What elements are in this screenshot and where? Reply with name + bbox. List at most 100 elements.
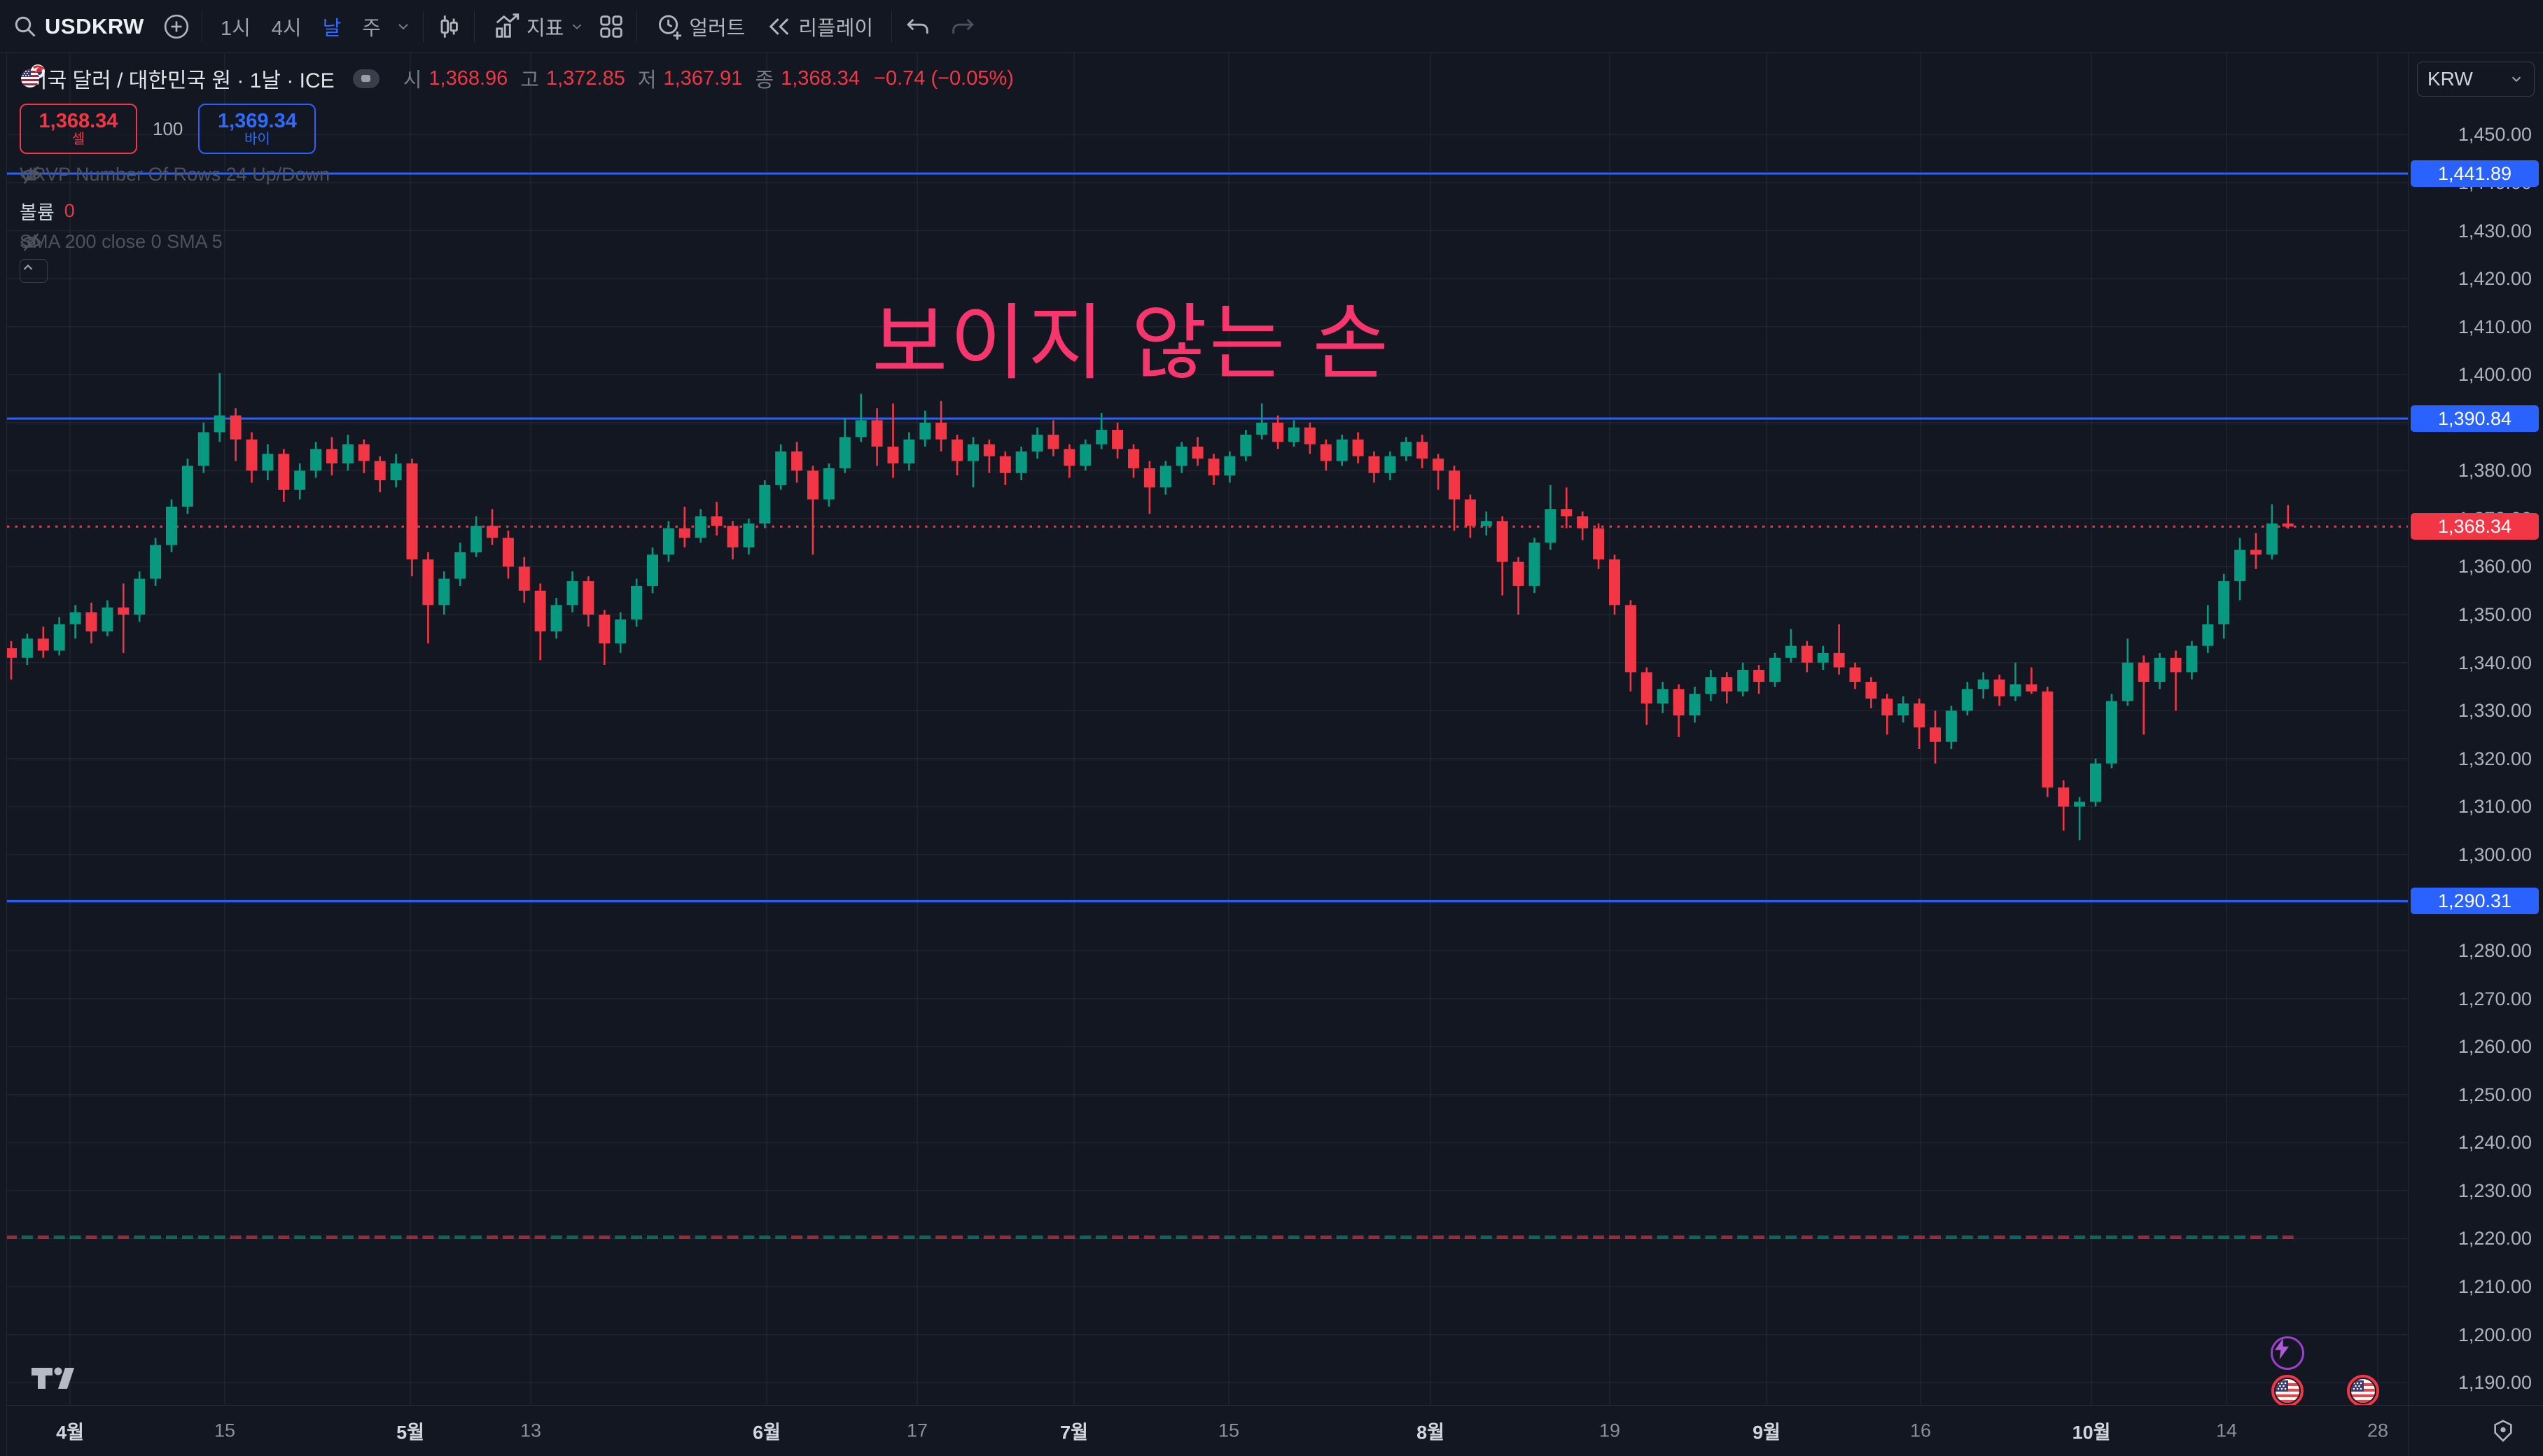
volume-bar xyxy=(1577,1236,1589,1239)
candle xyxy=(390,463,402,481)
alert-button[interactable]: 얼러트 xyxy=(648,8,752,46)
indicator-row-volume[interactable]: 볼륨 0 xyxy=(20,197,75,225)
volume-bar xyxy=(1304,1236,1316,1239)
indicator-row-vrvp[interactable]: VRVP Number Of Rows 24 Up/Down xyxy=(20,164,340,186)
volume-bar xyxy=(855,1236,867,1239)
layout-grid-icon[interactable] xyxy=(597,13,625,41)
volume-bar xyxy=(1624,1236,1636,1239)
volume-bar xyxy=(1159,1236,1171,1239)
volume-bar xyxy=(246,1236,258,1239)
timeframe-dropdown-icon[interactable] xyxy=(395,18,412,35)
volume-bar xyxy=(1945,1236,1957,1239)
volume-bar xyxy=(1320,1236,1332,1239)
price-label-badge[interactable]: 1,441.89 xyxy=(2411,160,2539,187)
volume-bar xyxy=(1224,1236,1236,1239)
candle xyxy=(1914,703,1925,728)
volume-bar xyxy=(903,1236,915,1239)
volume-bar xyxy=(968,1236,979,1239)
candle xyxy=(150,545,162,579)
volume-bar xyxy=(566,1236,578,1239)
volume-value: 0 xyxy=(64,200,75,221)
economic-event-flag-icon[interactable] xyxy=(2271,1375,2304,1406)
price-label-badge[interactable]: 1,368.34 xyxy=(2411,513,2539,540)
indicators-dropdown-icon xyxy=(569,19,585,34)
price-label-badge[interactable]: 1,290.31 xyxy=(2411,888,2539,915)
buy-button[interactable]: 1,369.34 바이 xyxy=(198,104,316,154)
candle xyxy=(374,461,386,481)
candle xyxy=(21,638,33,658)
volume-bar xyxy=(197,1236,209,1239)
symbol-search-button[interactable]: USDKRW xyxy=(45,13,144,38)
sell-button[interactable]: 1,368.34 셀 xyxy=(20,104,137,154)
volume-bar xyxy=(53,1236,65,1239)
axis-settings-icon[interactable] xyxy=(2491,1419,2515,1443)
symbol-title[interactable]: 미국 달러 / 대한민국 원 · 1날 · ICE xyxy=(28,69,335,92)
drawing-toolbar-collapsed[interactable] xyxy=(0,53,7,1456)
volume-bar xyxy=(1512,1236,1524,1239)
timeframe-1h[interactable]: 1시 xyxy=(220,17,251,40)
annotation-text[interactable]: 보이지 않는 손 xyxy=(872,298,1391,390)
quantity-field[interactable]: 100 xyxy=(153,118,183,139)
legend-collapse-button[interactable] xyxy=(20,259,48,283)
candle xyxy=(662,528,674,555)
price-axis[interactable]: KRW 1,450.001,440.001,430.001,420.001,41… xyxy=(2408,53,2543,1406)
volume-bar xyxy=(1208,1236,1220,1239)
candle xyxy=(2266,523,2278,555)
symbol-legend: 미국 달러 / 대한민국 원 · 1날 · ICE 시 1,368.96 고 1,3… xyxy=(20,63,1014,94)
candle xyxy=(1721,677,1733,692)
candle xyxy=(1464,499,1476,526)
redo-icon[interactable] xyxy=(949,13,977,41)
volume-bar xyxy=(1400,1236,1412,1239)
volume-bar xyxy=(1240,1236,1252,1239)
replay-button[interactable]: 리플레이 xyxy=(759,8,880,46)
volume-bar xyxy=(2105,1236,2117,1239)
timeframe-4h[interactable]: 4시 xyxy=(271,17,302,40)
symbol-more-button[interactable] xyxy=(352,69,379,88)
time-axis-label: 16 xyxy=(1909,1420,1932,1441)
chart-pane[interactable]: 보이지 않는 손 미국 달러 / 대한민국 xyxy=(7,53,2409,1406)
volume-bar xyxy=(518,1236,530,1239)
candle xyxy=(1368,456,1380,473)
candle xyxy=(2058,787,2070,807)
timeframe-1d[interactable]: 날 xyxy=(322,17,342,40)
volume-bar xyxy=(1272,1236,1284,1239)
candle xyxy=(53,624,65,651)
time-axis-label: 7월 xyxy=(1060,1422,1088,1443)
volume-label: 볼륨 xyxy=(20,202,55,223)
candle xyxy=(502,538,514,567)
candle xyxy=(1881,699,1893,716)
economic-event-flag-icon[interactable] xyxy=(2347,1375,2379,1406)
indicator-row-sma[interactable]: SMA 200 close 0 SMA 5 xyxy=(20,231,232,253)
candle xyxy=(181,465,193,507)
volume-bar xyxy=(1657,1236,1668,1239)
volume-bar xyxy=(775,1236,787,1239)
volume-bar xyxy=(1593,1236,1605,1239)
close-value: 1,368.34 xyxy=(781,66,861,90)
undo-icon[interactable] xyxy=(903,13,931,41)
volume-bar xyxy=(823,1236,835,1239)
volume-bar xyxy=(2234,1236,2246,1239)
candle xyxy=(2250,550,2262,555)
candle xyxy=(743,523,755,548)
indicators-button[interactable]: 지표 xyxy=(486,8,592,46)
volume-bar xyxy=(952,1236,963,1239)
chart-style-icon[interactable] xyxy=(435,13,463,41)
candle xyxy=(1031,434,1043,451)
search-icon[interactable] xyxy=(13,14,38,39)
currency-toggle-button[interactable]: KRW xyxy=(2417,62,2535,97)
volume-bar xyxy=(118,1236,130,1239)
economic-event-lightning-icon[interactable] xyxy=(2271,1336,2304,1370)
add-symbol-icon[interactable] xyxy=(162,13,190,41)
candle xyxy=(1753,669,1765,682)
time-axis[interactable]: 4월 15 5월 13 6월 17 7월 15 8월 19 9월 16 10월 14 28 xyxy=(7,1405,2409,1456)
candle xyxy=(1240,434,1252,456)
price-label-badge[interactable]: 1,390.84 xyxy=(2411,405,2539,433)
candle xyxy=(1528,542,1540,586)
time-axis-label: 28 xyxy=(2367,1420,2389,1441)
candle xyxy=(406,463,418,560)
timeframe-1w[interactable]: 주 xyxy=(362,17,381,40)
candle xyxy=(214,415,225,433)
candle xyxy=(1352,439,1364,456)
candle xyxy=(471,526,482,552)
volume-bar xyxy=(631,1236,643,1239)
